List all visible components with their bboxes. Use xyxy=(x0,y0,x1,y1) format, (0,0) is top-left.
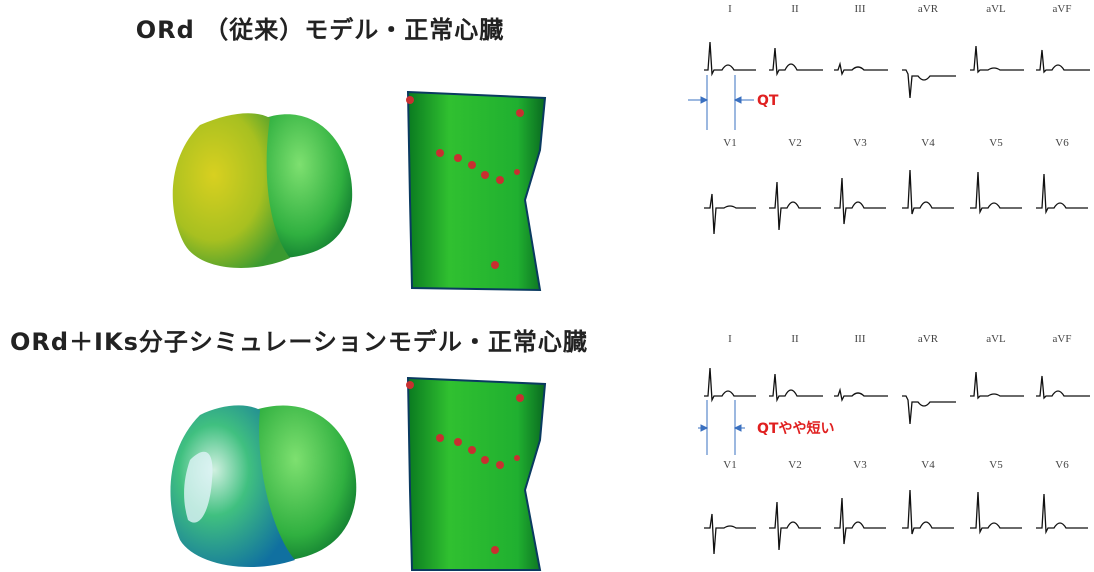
heart-model xyxy=(170,405,357,568)
qt-marker xyxy=(688,75,754,455)
ecg-trace xyxy=(704,513,756,555)
lead-label: V3 xyxy=(853,459,867,471)
qt-label: QTやや短い xyxy=(757,420,834,437)
lead-label: V6 xyxy=(1055,459,1069,471)
ecg-trace xyxy=(970,371,1024,400)
lead-label: III xyxy=(855,3,866,15)
lead-label: II xyxy=(791,3,799,15)
lead-label: aVL xyxy=(986,333,1006,345)
ecg-trace xyxy=(1036,375,1090,400)
lead-label: aVF xyxy=(1053,333,1072,345)
lead-label: II xyxy=(791,333,799,345)
ecg-trace xyxy=(970,171,1022,215)
ecg-trace xyxy=(834,177,886,225)
ecg-trace xyxy=(970,45,1024,74)
ecg-trace xyxy=(902,395,956,425)
lead-label: V1 xyxy=(723,459,736,471)
ecg-trace xyxy=(834,497,886,545)
lead-label: I xyxy=(728,3,732,15)
heart-model xyxy=(172,113,353,268)
lead-label: V4 xyxy=(921,459,935,471)
qt-label: QT xyxy=(757,93,779,109)
ecg-trace xyxy=(704,41,756,77)
ecg-trace xyxy=(834,61,888,76)
lead-label: aVR xyxy=(918,333,939,345)
panel-title: ORd （従来）モデル・正常心臓 xyxy=(136,16,504,44)
ecg-trace xyxy=(769,181,821,231)
lead-label: V5 xyxy=(989,459,1003,471)
lead-label: V6 xyxy=(1055,137,1069,149)
ecg-trace xyxy=(704,367,756,403)
lead-label: V3 xyxy=(853,137,867,149)
panel-title: ORd＋IKs分子シミュレーションモデル・正常心臓 xyxy=(10,328,588,356)
lead-label: III xyxy=(855,333,866,345)
lead-label: aVL xyxy=(986,3,1006,15)
ecg-trace xyxy=(1036,493,1088,535)
torso-model xyxy=(406,376,547,571)
ecg-trace xyxy=(834,387,888,402)
lead-label: V2 xyxy=(788,137,801,149)
ecg-trace xyxy=(970,491,1022,535)
ecg-trace xyxy=(1036,49,1090,74)
lead-label: V5 xyxy=(989,137,1003,149)
lead-label: V2 xyxy=(788,459,801,471)
ecg-trace xyxy=(902,489,954,535)
torso-model xyxy=(406,90,547,292)
ecg-trace xyxy=(704,193,756,235)
ecg-trace xyxy=(902,169,954,215)
ecg-trace xyxy=(769,501,821,551)
lead-label: V4 xyxy=(921,137,935,149)
ecg-trace xyxy=(1036,173,1088,215)
lead-label: aVR xyxy=(918,3,939,15)
ecg-trace xyxy=(902,69,956,99)
lead-label: aVF xyxy=(1053,3,1072,15)
lead-label: V1 xyxy=(723,137,736,149)
ecg-trace xyxy=(769,47,823,77)
lead-label: I xyxy=(728,333,732,345)
ecg-trace xyxy=(769,373,823,403)
